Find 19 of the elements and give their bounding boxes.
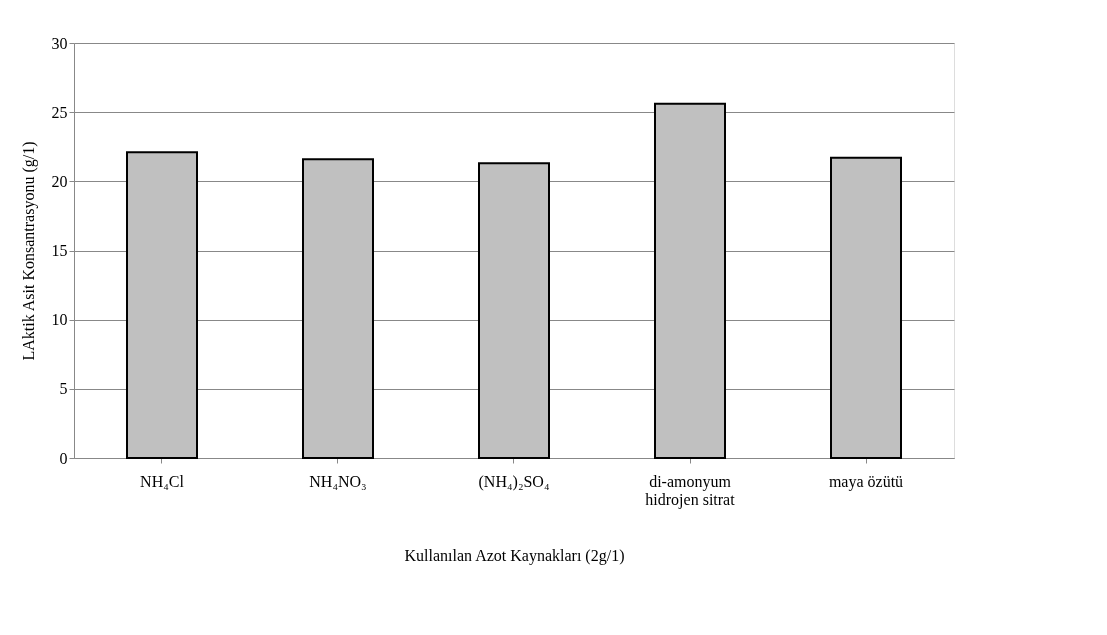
y-tick-label: 5 xyxy=(59,380,68,398)
bar xyxy=(302,158,374,459)
y-tick-label: 25 xyxy=(51,103,68,121)
y-axis-title: LAktik Asit Konsantrasyonu (g/1) xyxy=(19,141,38,361)
x-tick-label: maya özütü xyxy=(828,472,904,491)
bar xyxy=(654,102,726,459)
bar xyxy=(830,156,902,459)
y-tick-label: 15 xyxy=(51,242,68,259)
x-axis-title: Kullanılan Azot Kaynakları (2g/1) xyxy=(404,546,625,565)
y-tick-label: 30 xyxy=(51,34,68,52)
y-tick-label: 10 xyxy=(51,311,68,329)
bar xyxy=(478,162,550,459)
y-tick-label: 0 xyxy=(59,449,68,467)
bar xyxy=(126,151,198,459)
x-tick-label: NH₄Cl xyxy=(140,472,185,490)
y-tick-label: 20 xyxy=(51,172,68,190)
x-tick-label: NH₄NO₃ xyxy=(309,472,367,490)
x-tick-label: di-amonyum hidrojen sitrat xyxy=(645,472,736,509)
x-tick-label: (NH₄)₂SO₄ xyxy=(478,472,550,491)
